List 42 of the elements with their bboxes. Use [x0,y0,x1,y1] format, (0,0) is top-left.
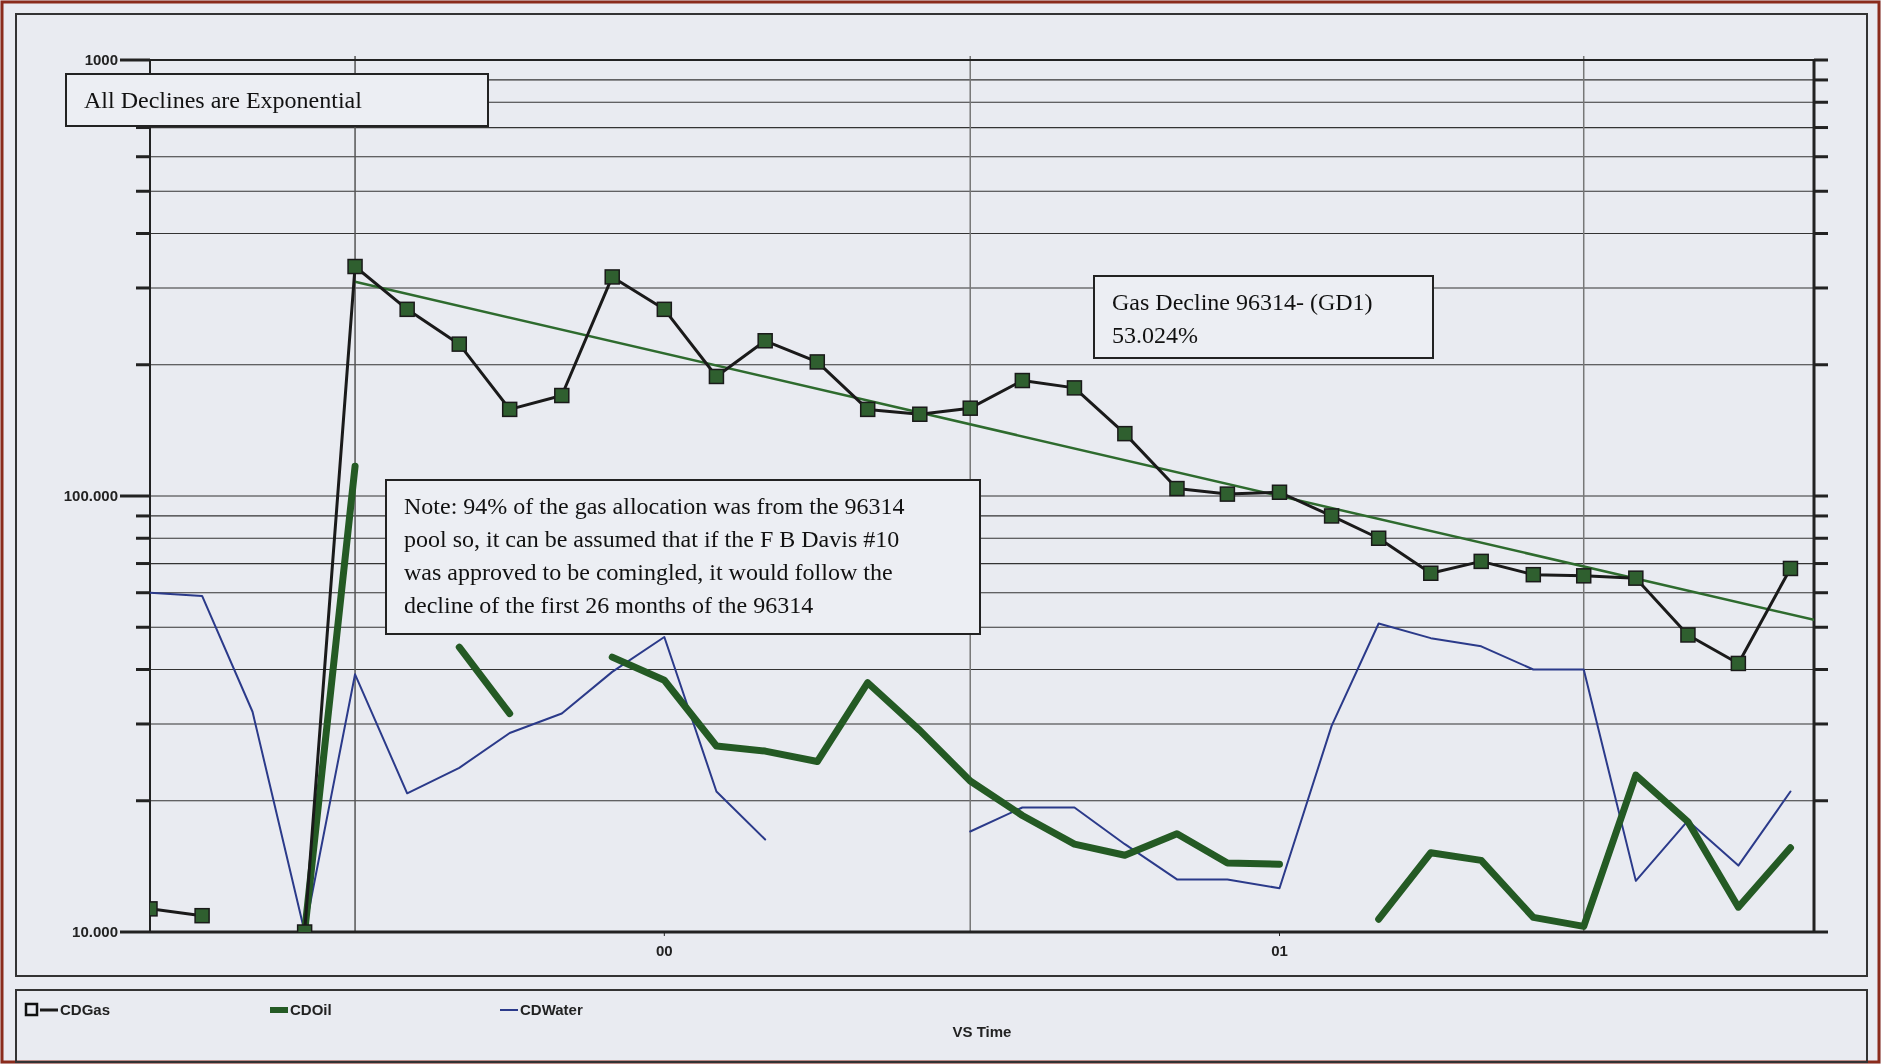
point [501,401,518,418]
y-tick-label: 1000 [84,51,118,69]
point [604,269,620,285]
annotation: All Declines are Exponential [84,87,363,113]
point [962,400,978,416]
x-tick-label: 00 [655,942,673,959]
point [399,301,415,318]
point [757,333,773,349]
annotation: Note: 94% of the gas allocation was from the 96314 pool so, it can be assumed that if the F B Davis #10 was approved to be comingled, it would follow the decline of the first 26 months of the 96314 [404,493,905,618]
point [656,301,673,318]
y-tick-label: 100.000 [63,487,118,505]
point [1473,553,1489,570]
point [1525,566,1542,583]
point [1370,530,1387,546]
point [708,368,725,385]
point [451,336,468,352]
point [1628,570,1644,586]
point [347,258,363,275]
x-axis-title: VS Time [952,1023,1012,1040]
x-tick-label: 01 [1271,942,1288,959]
point [1782,560,1799,577]
point [1014,372,1031,389]
y-tick-label: 10.000 [72,923,118,941]
point [1323,508,1340,524]
point [1117,425,1133,442]
legend-label: CDWater [520,1001,583,1019]
point [1730,655,1747,672]
point [1219,486,1236,502]
legend-label: CDGas [60,1001,111,1019]
point [1680,627,1696,643]
point [1066,380,1083,396]
point [809,354,826,370]
annotation: Gas Decline 96314- (GD1) 53.024% [1112,289,1373,348]
point [554,387,570,404]
point [1169,480,1185,497]
point [1271,484,1288,500]
point [1575,568,1592,584]
point [1423,565,1439,581]
legend-label: CDOil [290,1001,332,1019]
point [912,406,928,422]
point [859,401,876,418]
point [194,907,210,924]
